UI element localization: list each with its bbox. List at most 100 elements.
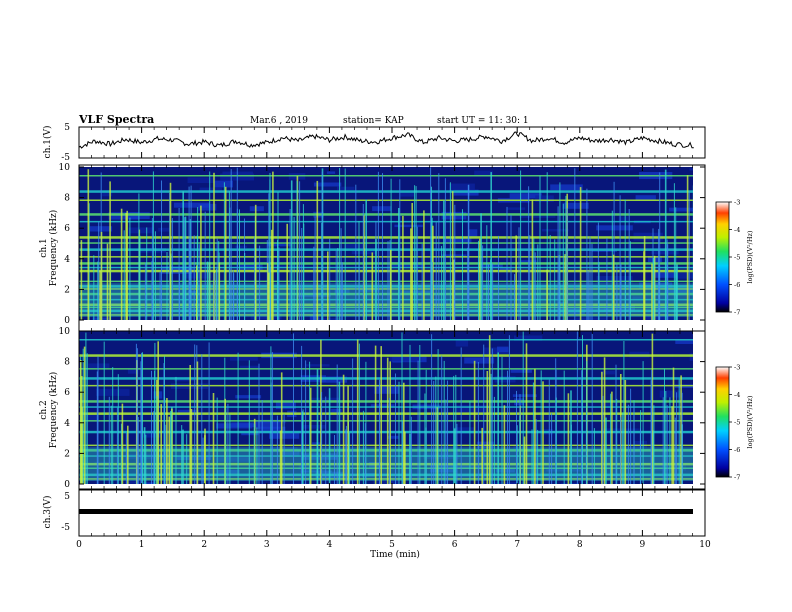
spec2-spheric: [175, 376, 177, 484]
spec1-spheric: [362, 204, 364, 320]
spec1-spheric: [658, 228, 660, 320]
spec2-band: [79, 368, 693, 370]
spec2-texture: [302, 425, 326, 429]
spec2-spheric: [202, 437, 204, 484]
spec1-spheric: [289, 209, 291, 320]
spec2-spheric: [534, 368, 536, 484]
spec1-spheric: [492, 263, 494, 320]
spec1-spheric: [213, 273, 215, 320]
spec1-spheric: [411, 203, 413, 320]
spec1-spheric: [271, 229, 273, 320]
spec1-spheric: [270, 268, 272, 320]
spec1-texture: [507, 207, 526, 210]
yt2-tick-label: 8: [64, 194, 70, 204]
spec1-spheric: [453, 259, 455, 320]
spec1-spheric: [467, 184, 469, 320]
cb1ticks-tick-label: -3: [734, 199, 740, 207]
spec2-texture: [302, 467, 326, 472]
spec1-texture: [541, 228, 569, 232]
spec1-spheric: [146, 227, 148, 320]
spec2-spheric: [551, 413, 553, 484]
spec1-texture: [669, 207, 693, 212]
spec2-spheric: [501, 356, 503, 484]
time-tick-label: 3: [264, 540, 270, 550]
spec1-texture: [664, 287, 693, 295]
spec1-spheric: [171, 218, 173, 320]
spec2-spheric: [586, 361, 588, 484]
yt2-tick-label: 2: [64, 285, 70, 295]
spec2-texture: [142, 482, 156, 484]
spec2-spheric: [258, 363, 260, 484]
station-label: station= KAP: [343, 116, 404, 126]
spec1-spheric: [613, 181, 615, 320]
ch2-spectrogram-marks: [79, 331, 693, 484]
spec2-spheric: [276, 415, 278, 484]
spec1-spheric: [209, 171, 211, 320]
spec2-spheric: [279, 430, 282, 484]
spec1-texture: [400, 192, 414, 197]
spec1-spheric: [438, 173, 440, 320]
spec2-spheric: [364, 423, 366, 484]
spec2-spheric: [601, 371, 603, 484]
spec1-spheric: [267, 263, 269, 320]
spec2-texture: [300, 470, 333, 473]
spec1-spheric: [88, 203, 90, 320]
spec1-spheric: [106, 243, 109, 320]
spec1-spheric: [435, 222, 437, 320]
spec2-texture: [216, 423, 253, 429]
spec1-texture: [509, 193, 542, 199]
spec2-spheric: [651, 333, 654, 484]
spec2-spheric: [437, 349, 439, 484]
spec2-spheric: [96, 371, 98, 484]
spec2-band: [79, 444, 693, 447]
spec2-band: [79, 467, 693, 469]
spec2-texture: [602, 403, 614, 408]
spec1-texture: [372, 206, 392, 212]
spec2-spheric: [154, 342, 156, 484]
spec1-spheric: [301, 228, 303, 320]
spec1-spheric: [269, 179, 271, 320]
time-axis-labels: 0 1 2 3 4 5 6 7 8 9 10: [76, 540, 711, 550]
spec1-spheric: [232, 270, 234, 320]
spec2-spheric: [540, 370, 542, 484]
spec2-texture: [84, 414, 100, 422]
spec1-spheric: [443, 200, 445, 320]
spec2-band: [79, 412, 693, 415]
spec2-spheric: [153, 411, 155, 484]
spec2-spheric: [455, 374, 457, 484]
spec1-spheric: [161, 180, 162, 320]
time-tick-label: 8: [577, 540, 583, 550]
spec1-spheric: [339, 168, 341, 320]
spec1-spheric: [169, 182, 172, 320]
spec1-spheric: [546, 172, 548, 320]
spec1-spheric: [539, 175, 541, 320]
yt3-tick-label: 4: [64, 419, 70, 429]
spec1-band: [79, 266, 693, 269]
spec1-spheric: [363, 215, 365, 320]
spec2-spheric: [302, 411, 303, 484]
spec1-spheric: [564, 254, 566, 320]
spec2-spheric: [301, 345, 303, 484]
spec2-spheric: [302, 409, 304, 484]
spec2-spheric: [85, 332, 87, 484]
spec2-spheric: [137, 417, 139, 484]
spec2-texture: [450, 465, 483, 468]
spec2-spheric: [140, 361, 142, 484]
spec1-texture: [128, 227, 154, 234]
spec1-spheric: [518, 227, 520, 320]
spec2-spheric: [379, 379, 380, 484]
spec2-spheric: [669, 397, 671, 484]
spec1-spheric: [197, 207, 199, 320]
spec2-spheric: [605, 417, 607, 484]
spec2-spheric: [201, 354, 203, 484]
spec1-spheric: [675, 207, 677, 320]
spec2-spheric: [664, 368, 665, 484]
ch2-spec-ylabel-channel: ch.2: [39, 400, 49, 419]
spec1-spheric: [510, 214, 512, 320]
spec2-texture: [127, 368, 139, 374]
spec1-texture: [674, 272, 693, 279]
spec2-spheric: [253, 423, 255, 484]
spec1-spheric: [183, 217, 185, 320]
spec1-spheric: [673, 183, 675, 320]
